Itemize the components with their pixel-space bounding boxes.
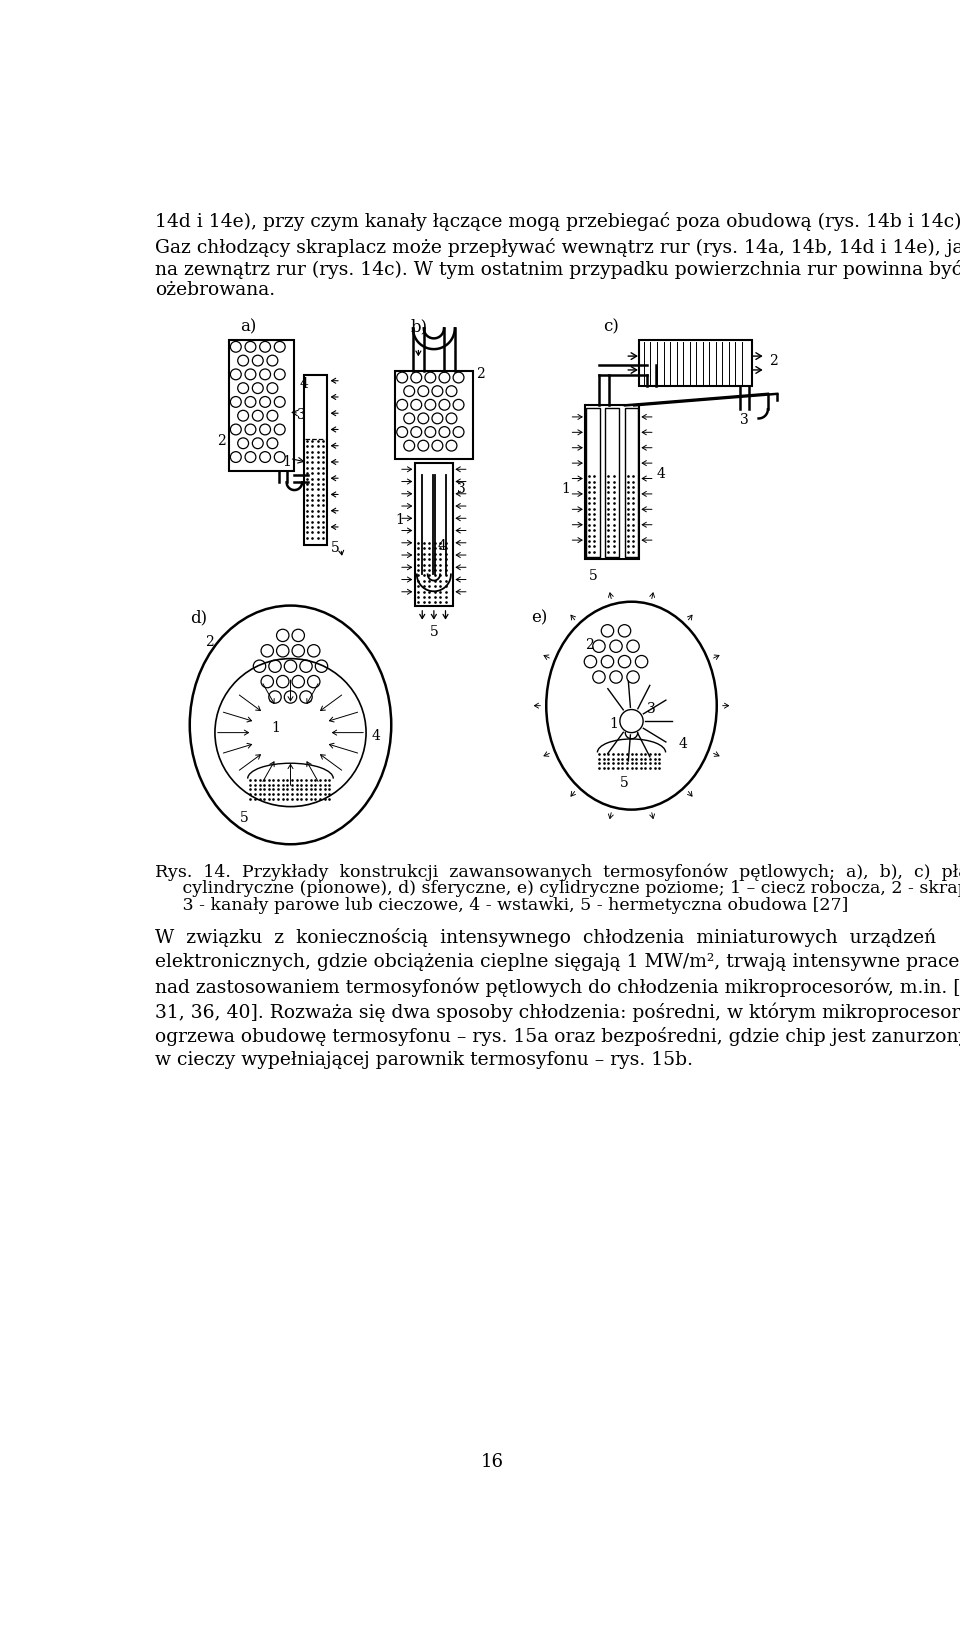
Text: W  związku  z  koniecznością  intensywnego  chłodzenia  miniaturowych  urządzeń: W związku z koniecznością intensywnego c… xyxy=(155,928,936,947)
Text: 4: 4 xyxy=(438,540,446,553)
Text: 3: 3 xyxy=(457,482,466,496)
Text: 4: 4 xyxy=(679,737,687,752)
Text: 2: 2 xyxy=(585,638,593,653)
Text: 5: 5 xyxy=(588,568,598,583)
Text: 4: 4 xyxy=(300,377,309,390)
Text: d): d) xyxy=(190,610,206,626)
Text: ożebrowana.: ożebrowana. xyxy=(155,281,275,299)
Bar xyxy=(585,405,639,560)
Text: cylindryczne (pionowe), d) sferyczne, e) cylidryczne poziome; 1 – ciecz robocza,: cylindryczne (pionowe), d) sferyczne, e)… xyxy=(155,881,960,897)
Text: c): c) xyxy=(603,319,618,335)
Text: 1: 1 xyxy=(271,720,280,735)
Text: 5: 5 xyxy=(331,540,340,555)
Text: 3: 3 xyxy=(298,408,306,421)
Text: 1: 1 xyxy=(562,482,570,496)
Bar xyxy=(396,370,472,459)
Text: Rys.  14.  Przykłady  konstrukcji  zawansowanych  termosyfonów  pętlowych;  a), : Rys. 14. Przykłady konstrukcji zawansowa… xyxy=(155,864,960,881)
Text: 3: 3 xyxy=(740,413,749,428)
Bar xyxy=(625,408,638,557)
Text: ogrzewa obudowę termosyfonu – rys. 15a oraz bezpośredni, gdzie chip jest zanurzo: ogrzewa obudowę termosyfonu – rys. 15a o… xyxy=(155,1028,960,1046)
Text: a): a) xyxy=(240,319,256,335)
Text: 5: 5 xyxy=(620,776,629,790)
Text: 3: 3 xyxy=(647,702,656,715)
Text: Gaz chłodzący skraplacz może przepływać wewnątrz rur (rys. 14a, 14b, 14d i 14e),: Gaz chłodzący skraplacz może przepływać … xyxy=(155,238,960,258)
Text: 1: 1 xyxy=(396,514,404,527)
Bar xyxy=(605,408,619,557)
Text: e): e) xyxy=(531,610,547,626)
Text: 14d i 14e), przy czym kanały łączące mogą przebiegać poza obudową (rys. 14b i 14: 14d i 14e), przy czym kanały łączące mog… xyxy=(155,211,960,231)
Text: 1: 1 xyxy=(282,454,291,469)
Text: 31, 36, 40]. Rozważa się dwa sposoby chłodzenia: pośredni, w którym mikroproceso: 31, 36, 40]. Rozważa się dwa sposoby chł… xyxy=(155,1003,960,1021)
Text: 4: 4 xyxy=(657,468,665,481)
Text: 2: 2 xyxy=(476,367,485,382)
Text: 5: 5 xyxy=(430,624,439,639)
Text: 2: 2 xyxy=(204,636,214,649)
Text: w cieczy wypełniającej parownik termosyfonu – rys. 15b.: w cieczy wypełniającej parownik termosyf… xyxy=(155,1051,693,1069)
Text: 16: 16 xyxy=(481,1454,503,1472)
Text: 4: 4 xyxy=(372,729,380,743)
Bar xyxy=(415,463,453,606)
Bar xyxy=(303,375,327,545)
Text: 1: 1 xyxy=(610,717,618,732)
Bar xyxy=(586,408,600,557)
Text: 3 - kanały parowe lub cieczowe, 4 - wstawki, 5 - hermetyczna obudowa [27]: 3 - kanały parowe lub cieczowe, 4 - wsta… xyxy=(155,897,849,915)
Text: 2: 2 xyxy=(769,354,778,368)
Bar xyxy=(228,340,295,471)
Text: nad zastosowaniem termosyfonów pętlowych do chłodzenia mikroprocesorów, m.in. [1: nad zastosowaniem termosyfonów pętlowych… xyxy=(155,978,960,996)
Text: 2: 2 xyxy=(217,434,226,448)
Bar xyxy=(639,340,752,387)
Text: elektronicznych, gdzie obciążenia cieplne sięgają 1 MW/m², trwają intensywne pra: elektronicznych, gdzie obciążenia ciepln… xyxy=(155,953,959,971)
Text: 5: 5 xyxy=(240,811,249,824)
Text: na zewnątrz rur (rys. 14c). W tym ostatnim przypadku powierzchnia rur powinna by: na zewnątrz rur (rys. 14c). W tym ostatn… xyxy=(155,259,960,279)
Text: b): b) xyxy=(411,319,428,335)
